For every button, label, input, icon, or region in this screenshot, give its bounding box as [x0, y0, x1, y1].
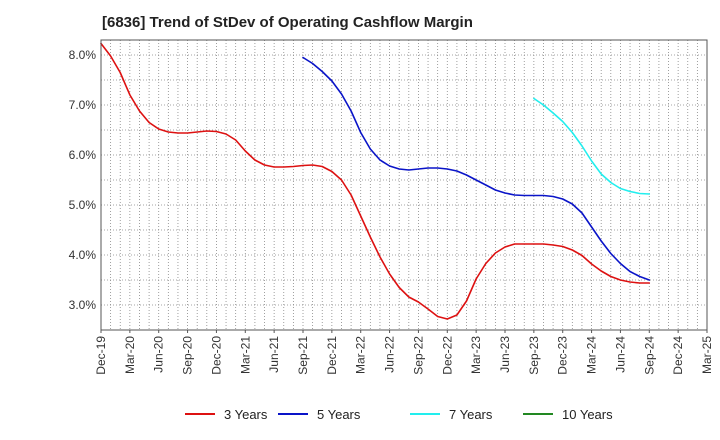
- series-line-3-years: [100, 42, 651, 320]
- x-tick-label: Sep-22: [411, 336, 425, 375]
- x-tick-label: Mar-23: [469, 336, 483, 374]
- y-tick-label: 3.0%: [69, 298, 97, 312]
- y-axis-ticks: 3.0% 4.0% 5.0% 6.0% 7.0% 8.0%: [69, 48, 97, 312]
- legend-label: 7 Years: [449, 407, 493, 422]
- x-tick-label: Dec-22: [440, 336, 454, 375]
- x-axis-ticks: Dec-19 Mar-20 Jun-20 Sep-20 Dec-20 Mar-21 Jun-…: [94, 330, 714, 375]
- series-line-5-years: [302, 56, 651, 281]
- x-tick-label: Dec-24: [671, 336, 685, 375]
- x-tick-label: Mar-25: [700, 336, 714, 374]
- y-tick-label: 6.0%: [69, 148, 97, 162]
- x-tick-label: Mar-22: [354, 336, 368, 374]
- x-tick-label: Mar-21: [238, 336, 252, 374]
- x-tick-label: Jun-23: [498, 336, 512, 373]
- x-tick-label: Sep-21: [296, 336, 310, 375]
- grid-lines: [101, 40, 707, 330]
- x-tick-label: Dec-21: [325, 336, 339, 375]
- x-tick-label: Dec-20: [209, 336, 223, 375]
- chart-title: [6836] Trend of StDev of Operating Cashf…: [102, 14, 473, 31]
- x-tick-label: Dec-23: [556, 336, 570, 375]
- x-tick-label: Sep-20: [181, 336, 195, 375]
- x-tick-label: Jun-22: [383, 336, 397, 373]
- x-tick-label: Jun-20: [152, 336, 166, 373]
- x-tick-label: Jun-24: [613, 336, 627, 373]
- legend-label: 5 Years: [317, 407, 361, 422]
- x-tick-label: Jun-21: [267, 336, 281, 373]
- x-tick-label: Mar-20: [123, 336, 137, 374]
- y-tick-label: 4.0%: [69, 248, 97, 262]
- legend: 3 Years 5 Years 7 Years 10 Years: [185, 407, 613, 422]
- x-tick-label: Sep-23: [527, 336, 541, 375]
- y-tick-label: 5.0%: [69, 198, 97, 212]
- series-lines: [100, 42, 651, 320]
- legend-label: 3 Years: [224, 407, 268, 422]
- x-tick-label: Sep-24: [642, 336, 656, 375]
- y-tick-label: 8.0%: [69, 48, 97, 62]
- legend-label: 10 Years: [562, 407, 613, 422]
- x-tick-label: Mar-24: [585, 336, 599, 374]
- y-tick-label: 7.0%: [69, 98, 97, 112]
- x-tick-label: Dec-19: [94, 336, 108, 375]
- series-line-7-years: [533, 97, 651, 195]
- plot-frame: [100, 39, 708, 331]
